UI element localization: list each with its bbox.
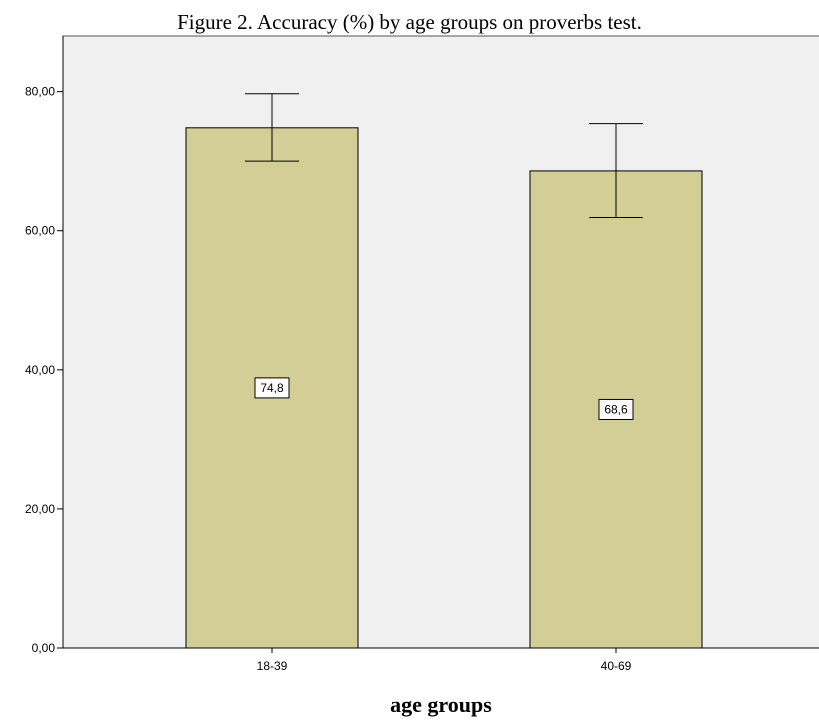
svg-text:68,6: 68,6 (604, 402, 628, 416)
x-tick-label: 40-69 (601, 659, 632, 673)
y-axis: 0,00 20,00 40,00 60,00 80,00 (25, 36, 64, 655)
y-tick-label: 20,00 (25, 502, 55, 516)
data-label-18-39: 74,8 (254, 377, 290, 399)
y-tick-label: 40,00 (25, 363, 55, 377)
bars-group: 74,8 68,6 (185, 93, 703, 649)
data-label-40-69: 68,6 (598, 398, 634, 420)
error-bar-40-69 (589, 123, 643, 219)
plot-area (62, 35, 819, 649)
y-tick-label: 60,00 (25, 224, 55, 238)
y-tick-label: 80,00 (25, 85, 55, 99)
svg-text:74,8: 74,8 (260, 381, 284, 395)
error-bar-18-39 (245, 93, 299, 162)
x-axis-title: age groups (390, 692, 492, 717)
x-tick-label: 18-39 (257, 659, 288, 673)
x-axis: 18-39 40-69 (63, 647, 819, 673)
chart-title: Figure 2. Accuracy (%) by age groups on … (177, 10, 642, 34)
y-tick-label: 0,00 (32, 641, 56, 655)
